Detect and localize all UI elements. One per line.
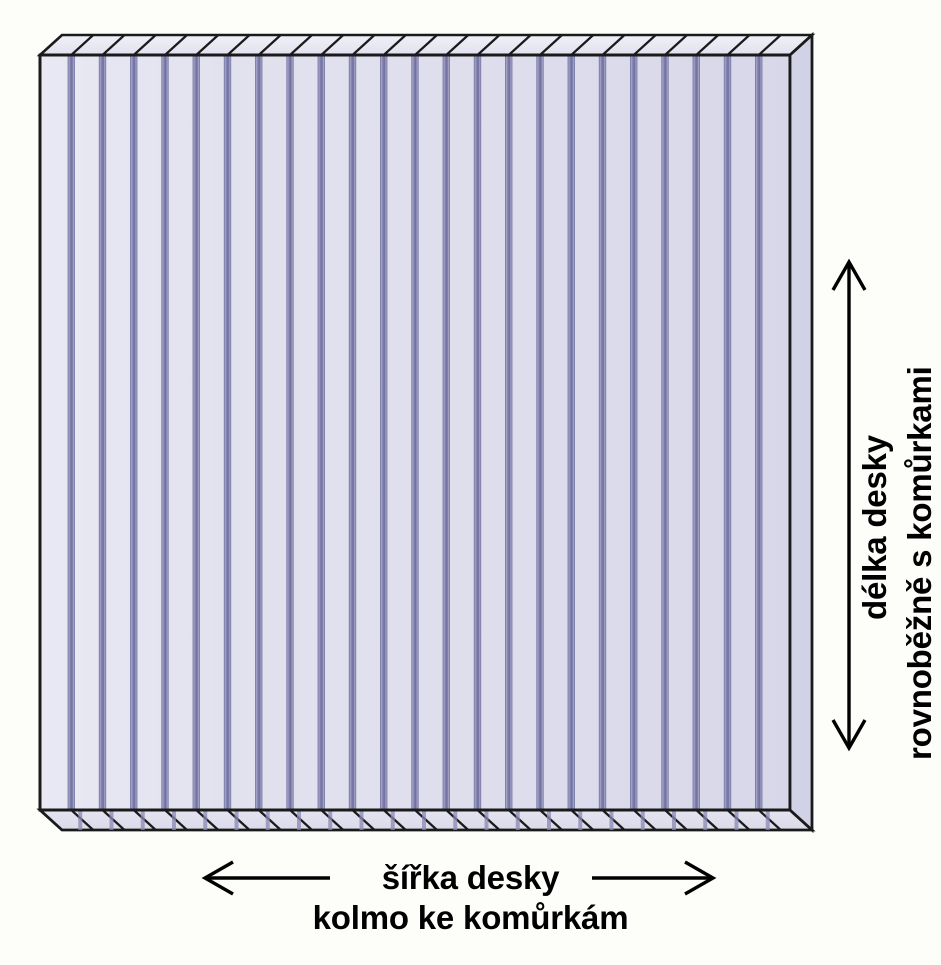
cell-rib: [630, 55, 637, 810]
top-band-divider: [539, 34, 563, 56]
width-dimension-arrow-right: [592, 860, 717, 896]
width-dimension-arrow-left: [201, 860, 330, 896]
cell-rib: [255, 55, 262, 810]
cell-rib: [68, 55, 75, 810]
top-band-divider: [226, 34, 251, 56]
top-band-divider: [320, 34, 344, 56]
cell-rib: [224, 55, 231, 810]
top-band-divider: [445, 34, 469, 56]
cell-rib: [130, 55, 137, 810]
top-band-divider: [195, 34, 219, 56]
top-band-divider: [664, 34, 688, 56]
cell-rib: [474, 55, 481, 810]
panel-top-band-dividers: [70, 34, 782, 56]
top-band-divider: [570, 34, 594, 56]
cell-rib: [568, 55, 575, 810]
top-band-divider: [351, 34, 376, 56]
top-band-divider: [476, 34, 501, 56]
top-band-divider: [289, 34, 313, 56]
top-band-divider: [726, 34, 751, 56]
top-band-divider: [508, 34, 532, 56]
cell-rib: [99, 55, 106, 810]
top-band-divider: [133, 34, 157, 56]
top-band-divider: [695, 34, 719, 56]
panel-outline: [38, 31, 814, 834]
panel-cell-ribs: [67, 55, 763, 810]
cell-rib: [193, 55, 200, 810]
cell-rib: [161, 55, 169, 810]
cell-rib: [349, 55, 356, 810]
length-dimension-arrow: [831, 258, 867, 752]
top-band-divider: [383, 34, 407, 56]
cell-rib: [661, 55, 669, 810]
top-band-divider: [633, 34, 657, 56]
cell-rib: [755, 55, 762, 810]
top-band-divider: [101, 34, 126, 56]
cell-rib: [443, 55, 450, 810]
cell-rib: [286, 55, 294, 810]
top-band-divider: [758, 34, 782, 56]
top-band-divider: [70, 34, 94, 56]
cell-rib: [505, 55, 512, 810]
cell-rib: [724, 55, 731, 810]
top-band-divider: [164, 34, 188, 56]
cell-rib: [318, 55, 325, 810]
panel-bottom-edge-band: [36, 808, 816, 832]
cell-rib: [536, 55, 544, 810]
cell-rib: [693, 55, 700, 810]
top-band-divider: [258, 34, 282, 56]
cell-rib: [599, 55, 606, 810]
top-band-divider: [414, 34, 438, 56]
cell-rib: [411, 55, 419, 810]
top-band-divider: [601, 34, 626, 56]
cell-rib: [380, 55, 387, 810]
